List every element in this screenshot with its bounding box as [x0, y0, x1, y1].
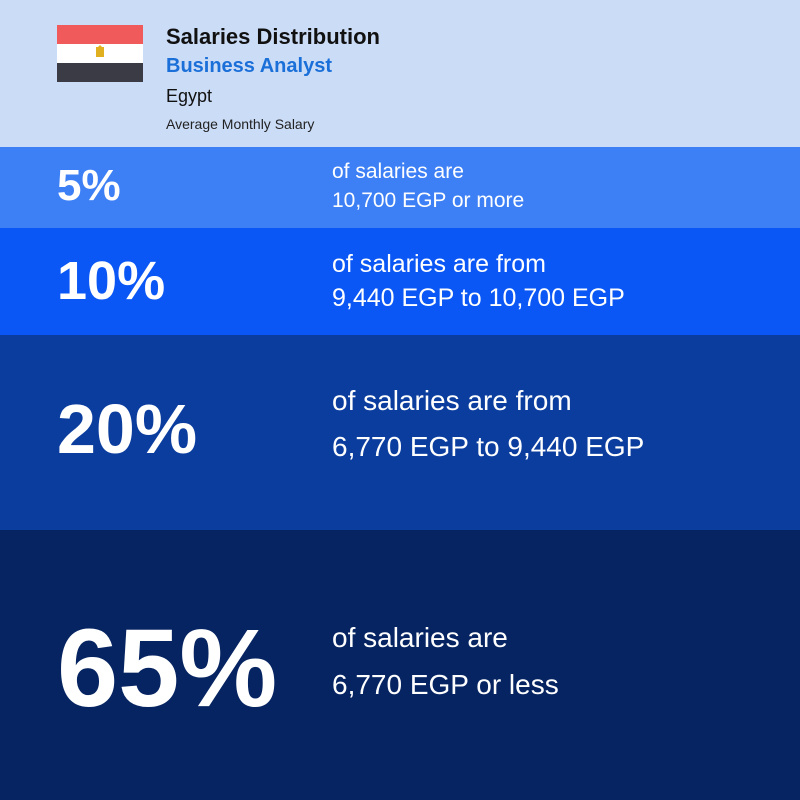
percent: 5% [57, 161, 121, 210]
description-line: 10,700 EGP or more [332, 189, 525, 212]
flag [57, 25, 143, 82]
band: 65% of salaries are 6,770 EGP or less [0, 530, 800, 800]
description-line: 6,770 EGP to 9,440 EGP [332, 431, 645, 462]
band: 20% of salaries are from 6,770 EGP to 9,44… [0, 335, 800, 530]
percent: 65% [57, 607, 278, 730]
description-line: of salaries are [332, 622, 508, 653]
percent: 10% [57, 251, 166, 311]
country: Egypt [166, 86, 213, 106]
description-line: of salaries are from [332, 250, 546, 278]
band: 5% of salaries are 10,700 EGP or more [0, 147, 800, 228]
description-line: of salaries are from [332, 385, 572, 416]
percent: 20% [57, 390, 198, 468]
title: Salaries Distribution [166, 24, 380, 49]
description-line: 9,440 EGP to 10,700 EGP [332, 284, 625, 312]
description-line: 6,770 EGP or less [332, 669, 559, 700]
header: Salaries Distribution Business Analyst E… [0, 0, 800, 147]
description-line: of salaries are [332, 160, 464, 183]
subtitle: Average Monthly Salary [166, 116, 315, 132]
band: 10% of salaries are from 9,440 EGP to 10,7… [0, 228, 800, 335]
job-title: Business Analyst [166, 55, 332, 77]
